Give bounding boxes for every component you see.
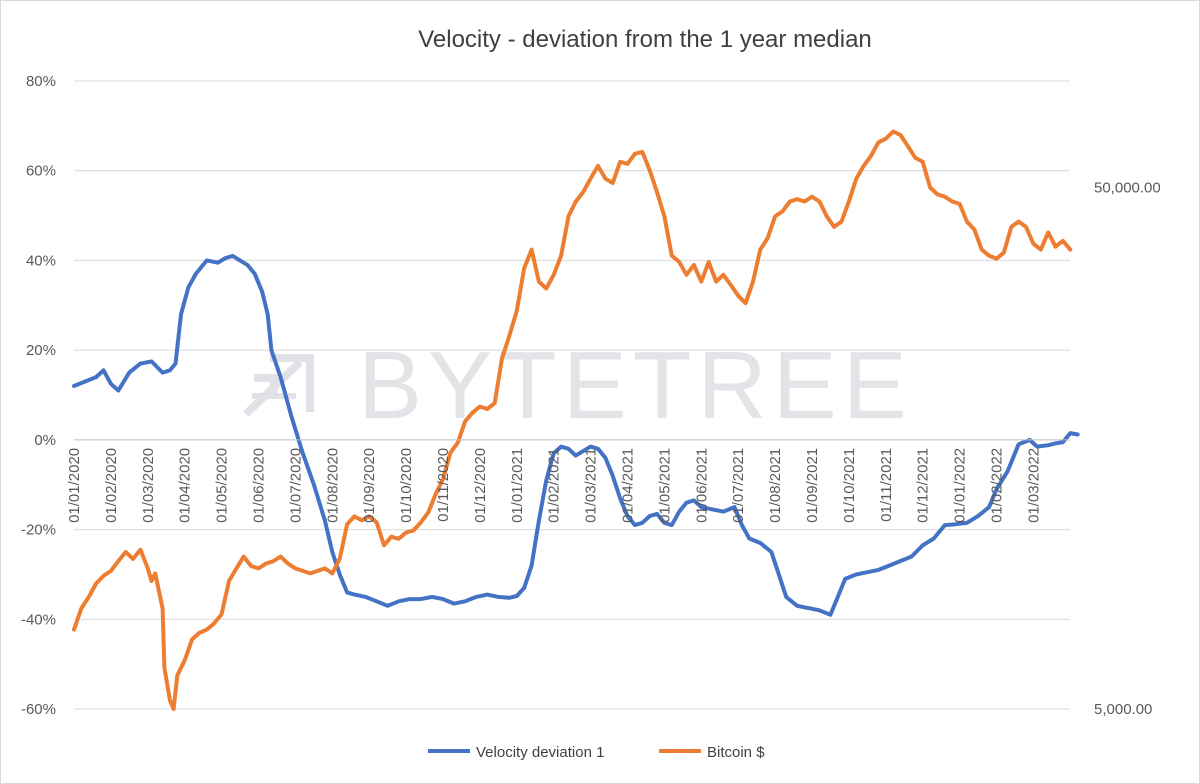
y-right-tick-label: 50,000.00	[1094, 179, 1161, 196]
watermark-text: BYTETREE	[358, 332, 913, 439]
legend-label-bitcoin: Bitcoin $	[707, 744, 765, 761]
chart-title: Velocity - deviation from the 1 year med…	[418, 26, 872, 53]
x-tick-label: 01/12/2020	[472, 448, 489, 523]
y-left-tick-label: -60%	[21, 701, 56, 718]
legend: Velocity deviation 1 Bitcoin $	[428, 744, 765, 761]
x-tick-label: 01/02/2021	[546, 448, 563, 523]
series-line-velocity	[72, 253, 1080, 617]
y-left-tick-label: 40%	[26, 252, 56, 269]
y-left-tick-label: 60%	[26, 163, 56, 180]
y-left-tick-label: -40%	[21, 611, 56, 628]
y-left-tick-label: 20%	[26, 342, 56, 359]
x-tick-label: 01/04/2021	[620, 448, 637, 523]
x-tick-label: 01/03/2021	[583, 448, 600, 523]
x-tick-label: 01/01/2020	[66, 448, 83, 523]
x-tick-label: 01/07/2020	[287, 448, 304, 523]
y-right-tick-label: 5,000.00	[1094, 701, 1152, 718]
y-left-tick-label: 0%	[34, 432, 56, 449]
x-tick-label: 01/04/2020	[177, 448, 194, 523]
x-tick-label: 01/05/2020	[214, 448, 231, 523]
x-axis: 01/01/2020 01/02/2020 01/03/2020 01/04/2020…	[66, 439, 1070, 523]
y-left-tick-label: 80%	[26, 73, 56, 90]
x-tick-label: 01/01/2022	[952, 448, 969, 523]
y-axis-left: 80% 60% 40% 20% 0% -20% -40% -60%	[21, 73, 56, 718]
x-tick-label: 01/02/2022	[989, 448, 1006, 523]
x-tick-label: 01/12/2021	[915, 448, 932, 523]
x-tick-label: 01/02/2020	[103, 448, 120, 523]
bytetree-logo-icon	[243, 354, 314, 417]
x-tick-label: 01/03/2020	[140, 448, 157, 523]
x-tick-label: 01/01/2021	[509, 448, 526, 523]
bytetree-watermark: BYTETREE	[243, 332, 913, 439]
x-tick-label: 01/06/2021	[693, 448, 710, 523]
x-tick-label: 01/10/2021	[841, 448, 858, 523]
x-tick-label: 01/05/2021	[656, 448, 673, 523]
x-tick-label: 01/10/2020	[398, 448, 415, 523]
x-tick-label: 01/11/2020	[435, 448, 452, 522]
series-line-bitcoin	[72, 129, 1073, 711]
x-tick-label: 01/08/2020	[324, 448, 341, 523]
x-tick-label: 01/09/2021	[804, 448, 821, 523]
x-tick-label: 01/07/2021	[730, 448, 747, 523]
legend-label-velocity: Velocity deviation 1	[476, 744, 604, 761]
x-tick-label: 01/06/2020	[251, 448, 268, 523]
x-tick-label: 01/08/2021	[767, 448, 784, 523]
y-axis-right: 50,000.00 5,000.00	[1094, 179, 1161, 718]
series-layer	[72, 129, 1080, 711]
x-tick-label: 01/09/2020	[361, 448, 378, 523]
y-left-tick-label: -20%	[21, 522, 56, 539]
x-tick-label: 01/11/2021	[878, 448, 895, 522]
gridlines	[74, 80, 1070, 710]
x-tick-label: 01/03/2022	[1025, 448, 1042, 523]
